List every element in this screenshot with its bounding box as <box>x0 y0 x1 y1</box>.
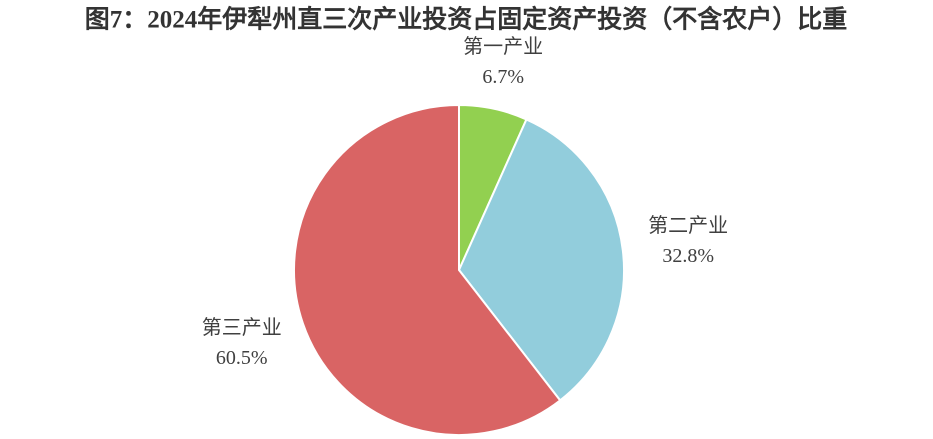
value-label: 6.7% <box>482 66 524 88</box>
value-label: 60.5% <box>216 347 268 369</box>
pie-slice <box>457 118 625 402</box>
category-label: 第二产业 <box>648 214 728 237</box>
value-label: 32.8% <box>662 245 714 267</box>
chart-title: 图7：2024年伊犁州直三次产业投资占固定资产投资（不含农户）比重 <box>85 5 848 34</box>
category-label: 第三产业 <box>202 316 282 339</box>
pie-slice <box>293 103 562 436</box>
category-label: 第一产业 <box>463 35 543 58</box>
